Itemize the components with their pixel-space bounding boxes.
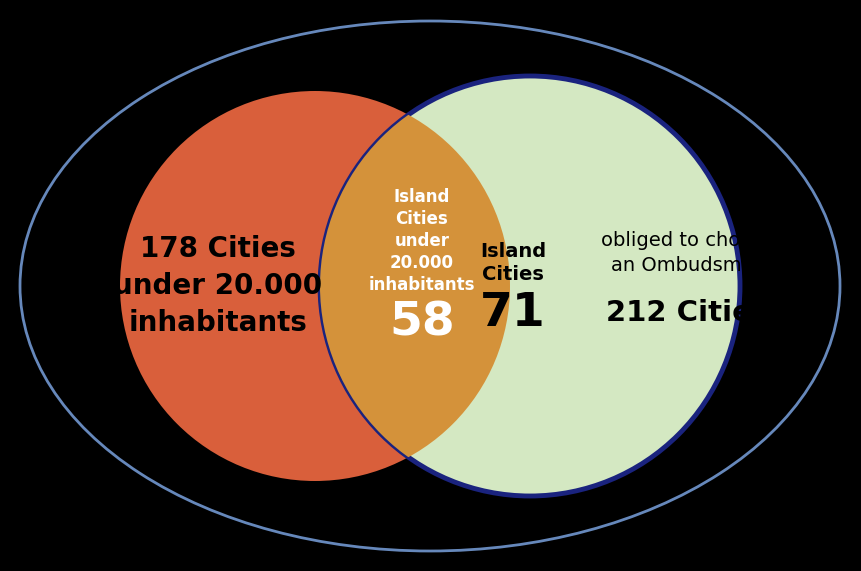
Text: Island
Cities: Island Cities (480, 242, 546, 284)
Text: 58: 58 (389, 300, 455, 345)
Text: 212 Cities: 212 Cities (606, 299, 770, 327)
Text: 71: 71 (480, 291, 546, 336)
Text: obliged to choose
an Ombudsman: obliged to choose an Ombudsman (601, 231, 775, 275)
Circle shape (320, 76, 740, 496)
Circle shape (120, 91, 510, 481)
Circle shape (320, 76, 740, 496)
Text: 178 Cities
under 20.000
inhabitants: 178 Cities under 20.000 inhabitants (114, 235, 323, 337)
Text: Island
Cities
under
20.000
inhabitants: Island Cities under 20.000 inhabitants (369, 188, 475, 295)
